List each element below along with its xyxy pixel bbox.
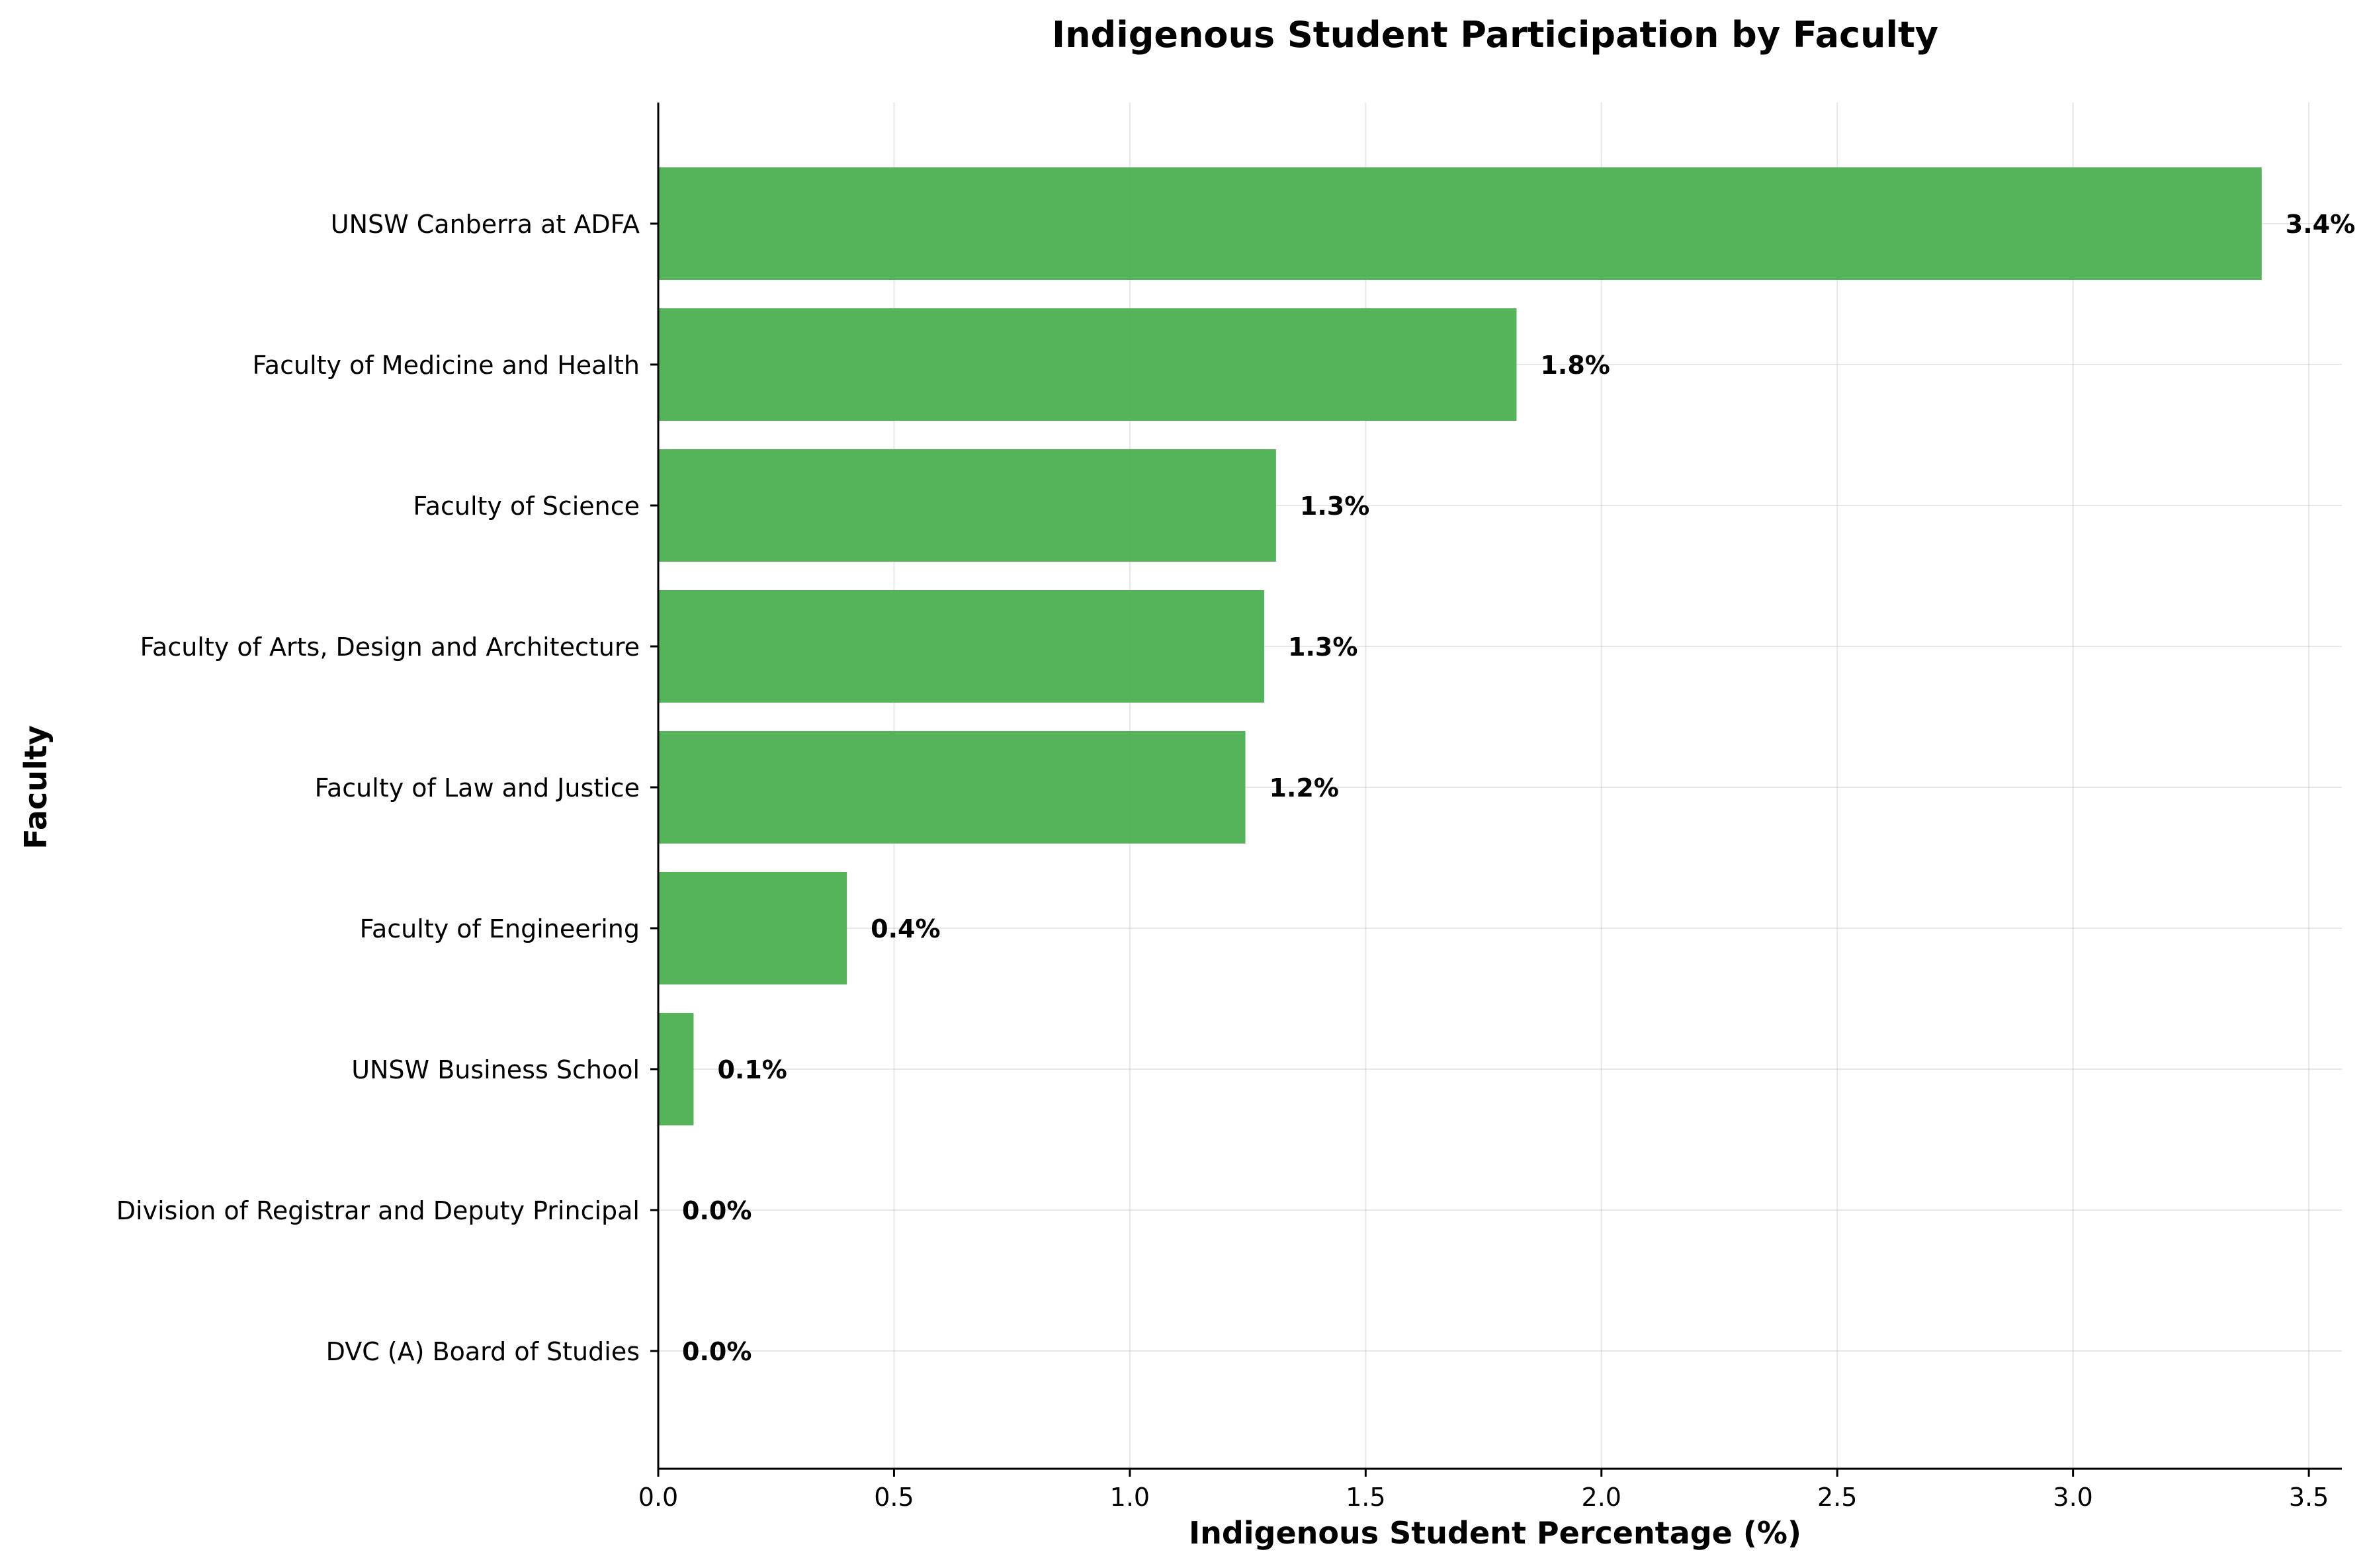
bar-value-label-0: 3.4% [2286, 210, 2355, 239]
y-tick-label-3: Faculty of Arts, Design and Architecture [140, 632, 640, 662]
x-tick-label-2: 1.0 [1110, 1483, 1150, 1512]
bar-value-label-3: 1.3% [1288, 632, 1357, 662]
bar-3 [658, 590, 1265, 703]
bar-value-label-2: 1.3% [1300, 492, 1369, 521]
y-axis-label: Faculty [18, 725, 54, 849]
bar-value-label-8: 0.0% [682, 1337, 752, 1366]
axes-spines [657, 103, 2342, 1470]
x-tick-label-6: 3.0 [2053, 1483, 2092, 1512]
bars [658, 167, 2262, 1125]
bar-value-label-4: 1.2% [1270, 773, 1339, 803]
bar-value-label-7: 0.0% [682, 1196, 752, 1225]
chart-title: Indigenous Student Participation by Facu… [1052, 14, 1938, 56]
x-tick-label-7: 3.5 [2289, 1483, 2329, 1512]
x-axis-ticks: 0.0 0.5 1.0 1.5 2.0 2.5 3.0 3.5 [638, 1469, 2329, 1512]
y-tick-label-2: Faculty of Science [413, 492, 640, 521]
bar-1 [658, 308, 1517, 421]
bar-value-label-1: 1.8% [1540, 351, 1610, 380]
bar-6 [658, 1013, 694, 1125]
x-axis-label: Indigenous Student Percentage (%) [1189, 1515, 1801, 1551]
y-tick-label-7: Division of Registrar and Deputy Princip… [116, 1196, 640, 1225]
bar-value-label-6: 0.1% [717, 1055, 787, 1084]
bar-value-labels: 3.4% 1.8% 1.3% 1.3% 1.2% 0.4% 0.1% 0.0% 0.0% [682, 210, 2355, 1366]
y-tick-label-6: UNSW Business School [351, 1055, 640, 1084]
x-tick-label-5: 2.5 [1817, 1483, 1857, 1512]
x-tick-label-0: 0.0 [638, 1483, 678, 1512]
x-tick-label-1: 0.5 [874, 1483, 914, 1512]
x-tick-label-3: 1.5 [1346, 1483, 1385, 1512]
y-tick-label-0: UNSW Canberra at ADFA [331, 210, 640, 239]
y-tick-label-4: Faculty of Law and Justice [315, 773, 640, 803]
x-tick-label-4: 2.0 [1582, 1483, 1621, 1512]
y-tick-label-8: DVC (A) Board of Studies [326, 1337, 640, 1366]
bar-2 [658, 449, 1276, 562]
bar-0 [658, 167, 2262, 280]
y-tick-label-1: Faculty of Medicine and Health [252, 351, 640, 380]
y-axis-ticks: UNSW Canberra at ADFA Faculty of Medicine… [116, 210, 658, 1366]
bar-4 [658, 731, 1246, 844]
y-tick-label-5: Faculty of Engineering [360, 914, 640, 943]
bar-5 [658, 872, 847, 984]
bar-value-label-5: 0.4% [871, 914, 940, 943]
